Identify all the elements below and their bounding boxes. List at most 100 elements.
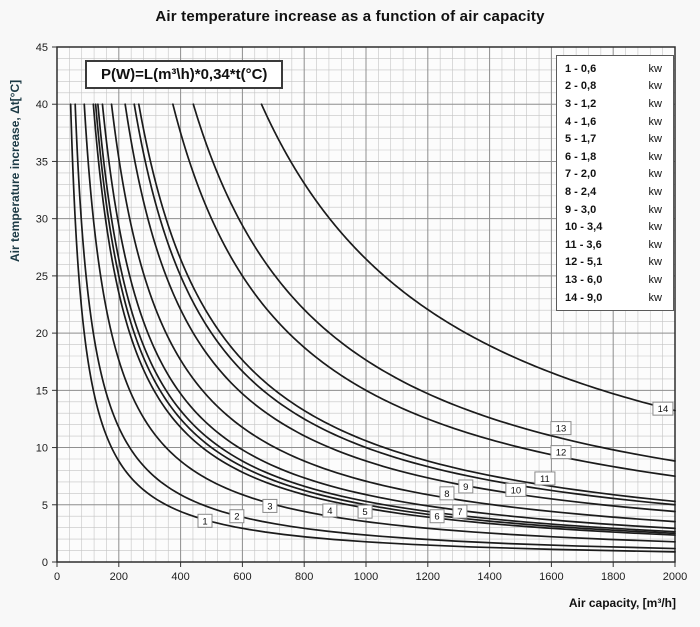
legend-item-8: 8 - 2,4 kw [565,183,668,201]
legend-series-unit: kw [648,80,662,93]
curve-3 [83,103,676,543]
x-tick-label: 800 [295,571,313,583]
legend-series-value: - 3,4 [577,221,603,234]
curve-label-box-10 [505,482,527,497]
y-tick-label: 20 [36,328,48,340]
legend-series-unit: kw [648,115,662,128]
curve-label-box-3 [262,498,278,513]
curve-9 [124,103,676,513]
legend-series-number: 9 [565,203,572,216]
curve-label-box-6 [429,509,445,524]
legend: 1 - 0,6 kw 2 - 0,8 kw 3 - 1,2 kw 4 - 1,6 kw 5 - … [556,55,674,312]
curve-label-11: 11 [540,474,550,485]
y-tick-label: 45 [36,42,48,54]
legend-series-number: 1 [565,62,572,75]
legend-series-value: - 1,6 [571,115,597,128]
legend-series-value: - 0,8 [571,80,597,93]
x-tick-label: 2000 [663,571,687,583]
legend-series-value: - 6,0 [577,273,603,286]
curve-label-box-2 [229,509,245,524]
x-tick-label: 600 [233,571,251,583]
curve-label-box-11 [534,471,556,486]
legend-series-number: 7 [565,168,572,181]
curve-label-box-5 [357,504,373,519]
legend-item-5: 5 - 1,7 kw [565,130,668,148]
curve-label-14: 14 [658,404,669,415]
curve-label-box-7 [452,504,468,519]
legend-item-11: 11 - 3,6 kw [565,236,668,254]
legend-series-number: 3 [565,97,572,110]
legend-series-number: 4 [565,115,572,128]
curve-11 [137,103,676,503]
legend-item-14: 14 - 9,0 kw [565,289,668,307]
plot-border [56,46,676,563]
legend-series-number: 8 [565,185,572,198]
legend-series-unit: kw [648,203,662,216]
legend-series-unit: kw [648,256,662,269]
legend-series-value: - 0,6 [571,62,597,75]
legend-series-number: 10 [565,221,578,234]
curve-label-7: 7 [457,507,462,518]
legend-series-value: - 3,0 [571,203,597,216]
y-tick-label: 10 [36,443,48,455]
x-tick-label: 0 [54,571,60,583]
x-tick-label: 1000 [354,571,378,583]
curve-6 [97,103,676,533]
legend-series-value: - 1,7 [571,133,597,146]
y-tick-label: 0 [42,557,48,569]
legend-item-2: 2 - 0,8 kw [565,78,668,96]
legend-series-number: 12 [565,256,578,269]
curve-7 [101,103,676,530]
curve-8 [110,103,676,523]
curve-label-12: 12 [556,448,567,459]
curve-2 [74,103,676,550]
legend-series-number: 13 [565,273,578,286]
curve-label-9: 9 [463,482,468,493]
curve-13 [192,103,676,462]
y-tick-label: 35 [36,156,48,168]
curve-label-6: 6 [434,512,439,523]
legend-series-value: - 1,2 [571,97,597,110]
y-tick-label: 40 [36,99,48,111]
legend-series-number: 2 [565,80,572,93]
curve-14 [260,103,676,412]
legend-series-unit: kw [648,62,662,75]
curve-label-box-13 [550,421,572,436]
legend-item-6: 6 - 1,8 kw [565,148,668,166]
y-axis-label: Air temperature increase, Δt[°C] [8,79,22,262]
chart-title: Air temperature increase as a function o… [155,8,545,25]
curve-label-2: 2 [234,512,239,523]
curve-label-box-8 [439,486,455,501]
curve-label-13: 13 [556,424,567,435]
legend-series-unit: kw [648,273,662,286]
curve-1 [69,103,676,553]
legend-item-1: 1 - 0,6 kw [565,60,668,78]
legend-series-value: - 5,1 [577,256,603,269]
y-tick-label: 25 [36,271,48,283]
legend-item-3: 3 - 1,2 kw [565,95,668,113]
curve-5 [94,103,676,535]
legend-series-value: - 2,0 [571,168,597,181]
legend-series-unit: kw [648,97,662,110]
legend-series-unit: kw [648,291,662,304]
x-tick-label: 1800 [601,571,625,583]
legend-series-value: - 3,6 [576,238,602,251]
legend-series-unit: kw [648,238,662,251]
legend-series-unit: kw [648,168,662,181]
curve-label-box-14 [652,401,674,416]
x-tick-label: 1200 [416,571,440,583]
y-tick-label: 30 [36,214,48,226]
curve-label-4: 4 [327,506,332,517]
legend-item-7: 7 - 2,0 kw [565,166,668,184]
x-tick-label: 400 [171,571,189,583]
curve-label-5: 5 [362,507,367,518]
x-tick-label: 200 [110,571,128,583]
legend-series-unit: kw [648,185,662,198]
curve-10 [133,103,676,506]
legend-series-unit: kw [648,221,662,234]
curve-label-box-4 [322,503,338,518]
curve-12 [172,103,676,478]
formula-box: P(W)=L(m³\h)*0,34*t(°C) [85,60,284,89]
legend-series-unit: kw [648,133,662,146]
curve-label-8: 8 [444,489,449,500]
